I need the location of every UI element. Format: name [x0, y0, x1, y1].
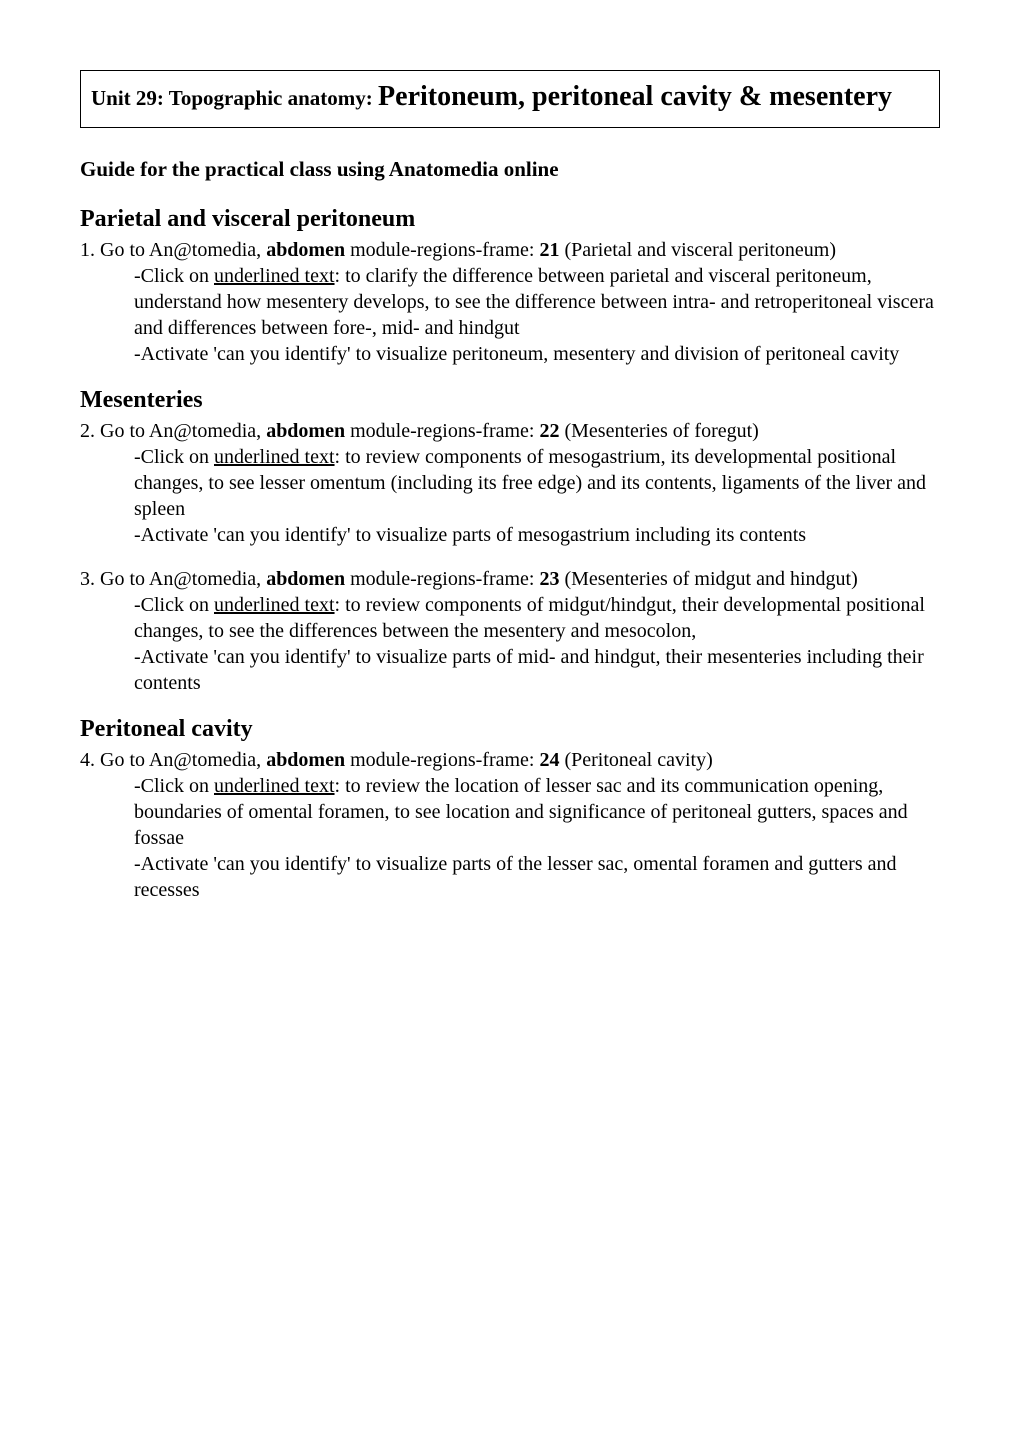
intro-text: 2. Go to An@tomedia,: [80, 420, 266, 442]
sub-instruction: -Activate 'can you identify' to visualiz…: [80, 644, 940, 696]
intro-frame: 21: [539, 239, 559, 261]
title-main: Peritoneum, peritoneal cavity & mesenter…: [378, 81, 892, 112]
sub-text: -Click on: [134, 265, 214, 287]
intro-frame: 23: [539, 568, 559, 590]
list-item: 3. Go to An@tomedia, abdomen module-regi…: [80, 566, 940, 696]
sub-instruction: -Click on underlined text: to review the…: [80, 773, 940, 851]
intro-text: module-regions-frame:: [345, 568, 539, 590]
list-item: 2. Go to An@tomedia, abdomen module-regi…: [80, 418, 940, 548]
underlined-text-link[interactable]: underlined text: [214, 594, 335, 616]
intro-module: abdomen: [266, 239, 345, 261]
intro-text: 3. Go to An@tomedia,: [80, 568, 266, 590]
guide-heading: Guide for the practical class using Anat…: [80, 156, 940, 183]
sub-instruction: -Activate 'can you identify' to visualiz…: [80, 851, 940, 903]
item-intro: 3. Go to An@tomedia, abdomen module-regi…: [80, 566, 940, 592]
section-heading: Mesenteries: [80, 385, 940, 416]
list-item: 4. Go to An@tomedia, abdomen module-regi…: [80, 747, 940, 903]
intro-text: (Peritoneal cavity): [559, 749, 712, 771]
intro-text: module-regions-frame:: [345, 749, 539, 771]
underlined-text-link[interactable]: underlined text: [214, 775, 335, 797]
intro-module: abdomen: [266, 568, 345, 590]
intro-text: module-regions-frame:: [345, 420, 539, 442]
intro-text: 4. Go to An@tomedia,: [80, 749, 266, 771]
sub-instruction: -Activate 'can you identify' to visualiz…: [80, 341, 940, 367]
sub-instruction: -Click on underlined text: to clarify th…: [80, 263, 940, 341]
item-intro: 2. Go to An@tomedia, abdomen module-regi…: [80, 418, 940, 444]
intro-text: 1. Go to An@tomedia,: [80, 239, 266, 261]
list-item: 1. Go to An@tomedia, abdomen module-regi…: [80, 237, 940, 367]
title-box: Unit 29: Topographic anatomy: Peritoneum…: [80, 70, 940, 128]
sub-instruction: -Activate 'can you identify' to visualiz…: [80, 522, 940, 548]
intro-module: abdomen: [266, 420, 345, 442]
underlined-text-link[interactable]: underlined text: [214, 446, 335, 468]
intro-frame: 22: [539, 420, 559, 442]
sub-instruction: -Click on underlined text: to review com…: [80, 592, 940, 644]
sub-instruction: -Click on underlined text: to review com…: [80, 444, 940, 522]
item-intro: 1. Go to An@tomedia, abdomen module-regi…: [80, 237, 940, 263]
intro-text: (Mesenteries of foregut): [559, 420, 758, 442]
intro-frame: 24: [539, 749, 559, 771]
section-heading: Peritoneal cavity: [80, 714, 940, 745]
section-heading: Parietal and visceral peritoneum: [80, 204, 940, 235]
title-prefix: Unit 29: Topographic anatomy:: [91, 86, 378, 110]
intro-text: module-regions-frame:: [345, 239, 539, 261]
sub-text: -Click on: [134, 775, 214, 797]
sub-text: -Click on: [134, 446, 214, 468]
intro-module: abdomen: [266, 749, 345, 771]
intro-text: (Mesenteries of midgut and hindgut): [559, 568, 857, 590]
intro-text: (Parietal and visceral peritoneum): [559, 239, 836, 261]
sub-text: -Click on: [134, 594, 214, 616]
underlined-text-link[interactable]: underlined text: [214, 265, 335, 287]
item-intro: 4. Go to An@tomedia, abdomen module-regi…: [80, 747, 940, 773]
